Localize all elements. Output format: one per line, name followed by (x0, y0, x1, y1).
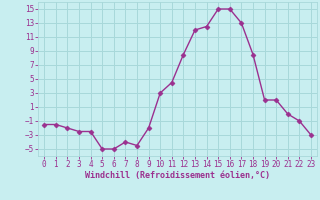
X-axis label: Windchill (Refroidissement éolien,°C): Windchill (Refroidissement éolien,°C) (85, 171, 270, 180)
